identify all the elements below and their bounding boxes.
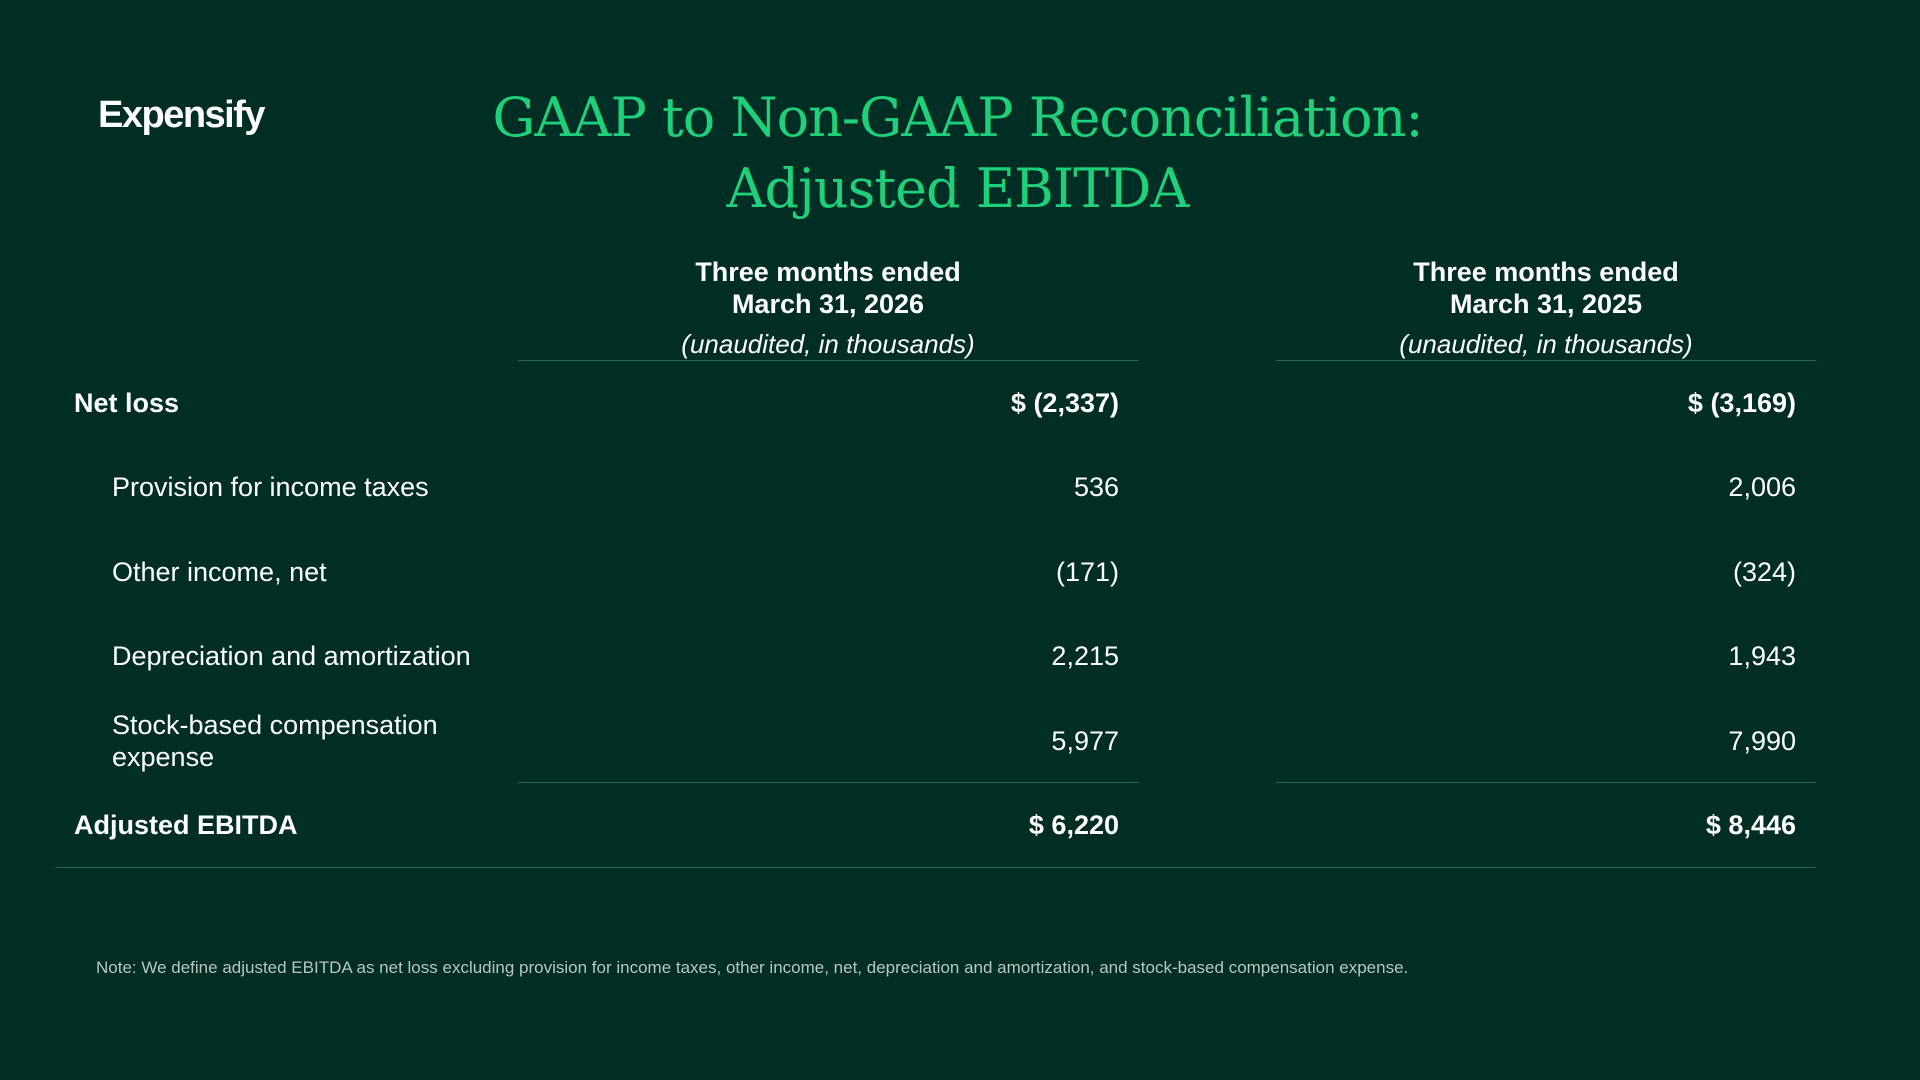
- row-label-adjusted-ebitda: Adjusted EBITDA: [74, 810, 298, 840]
- column-header-2026: Three months ended March 31, 2026 (unaud…: [518, 256, 1138, 360]
- value-adjusted-ebitda-2026: $ 6,220: [1028, 810, 1119, 840]
- value-provision-2025: 2,006: [1728, 472, 1796, 502]
- page-title-line1: GAAP to Non-GAAP Reconciliation:: [492, 86, 1423, 149]
- subtotal-rule-2026: [518, 782, 1139, 783]
- expensify-logo: Expensify: [98, 94, 266, 136]
- column-date: March 31, 2025: [1449, 289, 1643, 319]
- column-subtitle: (unaudited, in thousands): [1399, 329, 1693, 359]
- row-label-line: expense: [112, 742, 215, 772]
- page-title-line2: Adjusted EBITDA: [726, 157, 1190, 220]
- column-date: March 31, 2026: [731, 289, 925, 319]
- value-other-income-2026: (171): [1055, 557, 1119, 587]
- value-other-income-2025: (324): [1732, 557, 1796, 587]
- column-period: Three months ended: [1413, 257, 1679, 287]
- subtotal-rule-2025: [1276, 782, 1816, 783]
- table-bottom-rule: [55, 867, 1816, 868]
- row-label-provision-income-taxes: Provision for income taxes: [112, 472, 429, 502]
- row-label-other-income: Other income, net: [112, 557, 327, 587]
- value-depreciation-2025: 1,943: [1728, 641, 1796, 671]
- row-label-line: Stock-based compensation: [112, 710, 438, 740]
- value-provision-2026: 536: [1073, 472, 1119, 502]
- row-label-depreciation: Depreciation and amortization: [112, 641, 471, 671]
- column-subtitle: (unaudited, in thousands): [681, 329, 975, 359]
- page-title: GAAP to Non-GAAP Reconciliation: Adjuste…: [330, 82, 1585, 224]
- value-adjusted-ebitda-2025: $ 8,446: [1705, 810, 1796, 840]
- row-label-net-loss: Net loss: [74, 388, 180, 418]
- header-rule-2026: [518, 360, 1139, 361]
- value-stock-compensation-2025: 7,990: [1728, 726, 1796, 756]
- value-net-loss-2026: $ (2,337): [1010, 388, 1119, 418]
- value-stock-compensation-2026: 5,977: [1051, 726, 1119, 756]
- value-net-loss-2025: $ (3,169): [1687, 388, 1796, 418]
- footnote: Note: We define adjusted EBITDA as net l…: [96, 958, 1409, 977]
- value-depreciation-2026: 2,215: [1051, 641, 1119, 671]
- column-header-2025: Three months ended March 31, 2025 (unaud…: [1276, 256, 1816, 360]
- row-label-stock-compensation: Stock-based compensation expense: [112, 709, 438, 773]
- column-period: Three months ended: [695, 257, 961, 287]
- header-rule-2025: [1276, 360, 1816, 361]
